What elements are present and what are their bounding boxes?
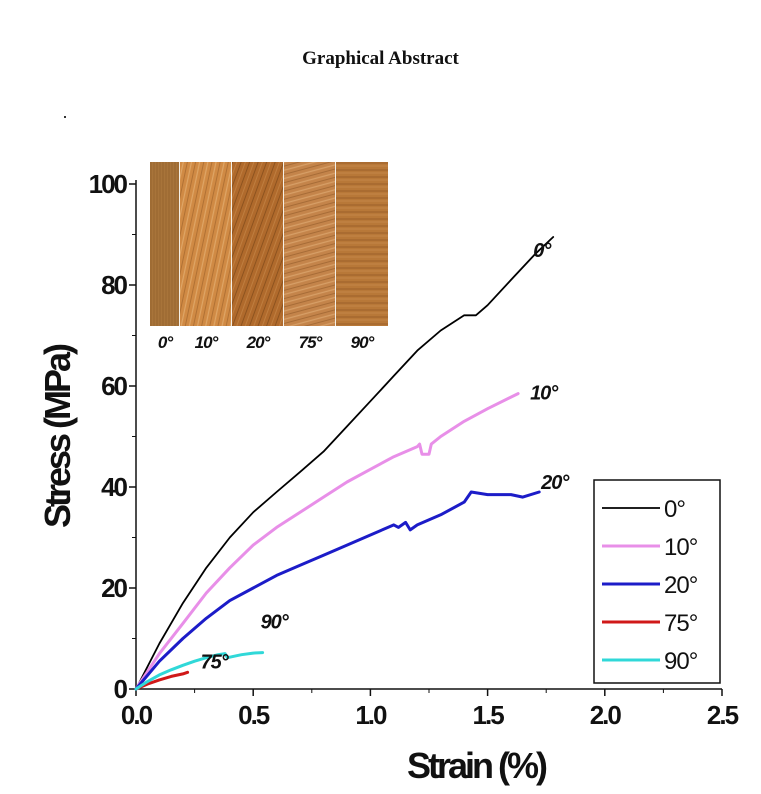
legend: 0° 10° 20° 75° 90° — [593, 479, 721, 684]
series-line-10deg — [134, 392, 520, 691]
y-tick-label: 0 — [114, 674, 128, 704]
legend-label: 20° — [664, 572, 698, 599]
inset-angle-label: 10° — [195, 333, 219, 352]
y-tick-label: 60 — [101, 371, 127, 401]
x-tick-label: 1.0 — [355, 700, 387, 730]
x-tick-label: 2.0 — [590, 700, 622, 730]
inset-angle-label: 90° — [351, 333, 375, 352]
y-tick-label: 80 — [101, 270, 127, 300]
curve-label-0deg: 0° — [533, 240, 552, 262]
curve-label-10deg: 10° — [530, 383, 559, 405]
x-axis-title: Strain (%) — [407, 745, 547, 786]
series-line-0deg — [135, 236, 555, 690]
x-tick-label: 2.5 — [707, 700, 739, 730]
curve-label-75deg: 75° — [201, 651, 230, 673]
wood-grain-inset: 0° 10° 20° 75° 90° — [150, 162, 388, 354]
y-tick-label: 20 — [101, 573, 127, 603]
axes: 0.0 0.5 1.0 1.5 2.0 2.5 0 20 40 60 80 100 Strain (%)… — [37, 169, 741, 786]
stray-dot — [64, 116, 66, 118]
wood-grain-texture — [284, 162, 336, 326]
wood-grain-texture — [336, 162, 388, 326]
page-title: Graphical Abstract — [302, 48, 459, 69]
inset-angle-label: 75° — [299, 333, 323, 352]
series-line-90deg — [134, 651, 265, 691]
series-layer — [134, 236, 555, 691]
legend-box — [593, 479, 721, 684]
curve-label-20deg: 20° — [540, 472, 570, 494]
series-line-20deg — [134, 490, 541, 691]
legend-label: 75° — [664, 610, 698, 637]
inset-angle-label: 0° — [158, 333, 173, 352]
legend-label: 0° — [664, 496, 685, 523]
wood-grain-texture — [150, 162, 180, 326]
y-axis-title: Stress (MPa) — [37, 344, 78, 528]
legend-label: 90° — [664, 648, 698, 675]
wood-grain-texture — [180, 162, 232, 326]
x-tick-label: 1.5 — [473, 700, 505, 730]
y-tick-label: 40 — [101, 472, 127, 502]
legend-label: 10° — [664, 534, 698, 561]
wood-grain-texture — [232, 162, 284, 326]
series-line-75deg — [134, 670, 190, 691]
curve-label-90deg: 90° — [261, 612, 290, 634]
curve-labels: 0° 10° 20° 75° 90° — [201, 240, 572, 673]
inset-angle-label: 20° — [246, 333, 271, 352]
x-tick-label: 0.0 — [121, 700, 153, 730]
y-tick-label: 100 — [89, 169, 128, 199]
x-tick-label: 0.5 — [238, 700, 270, 730]
